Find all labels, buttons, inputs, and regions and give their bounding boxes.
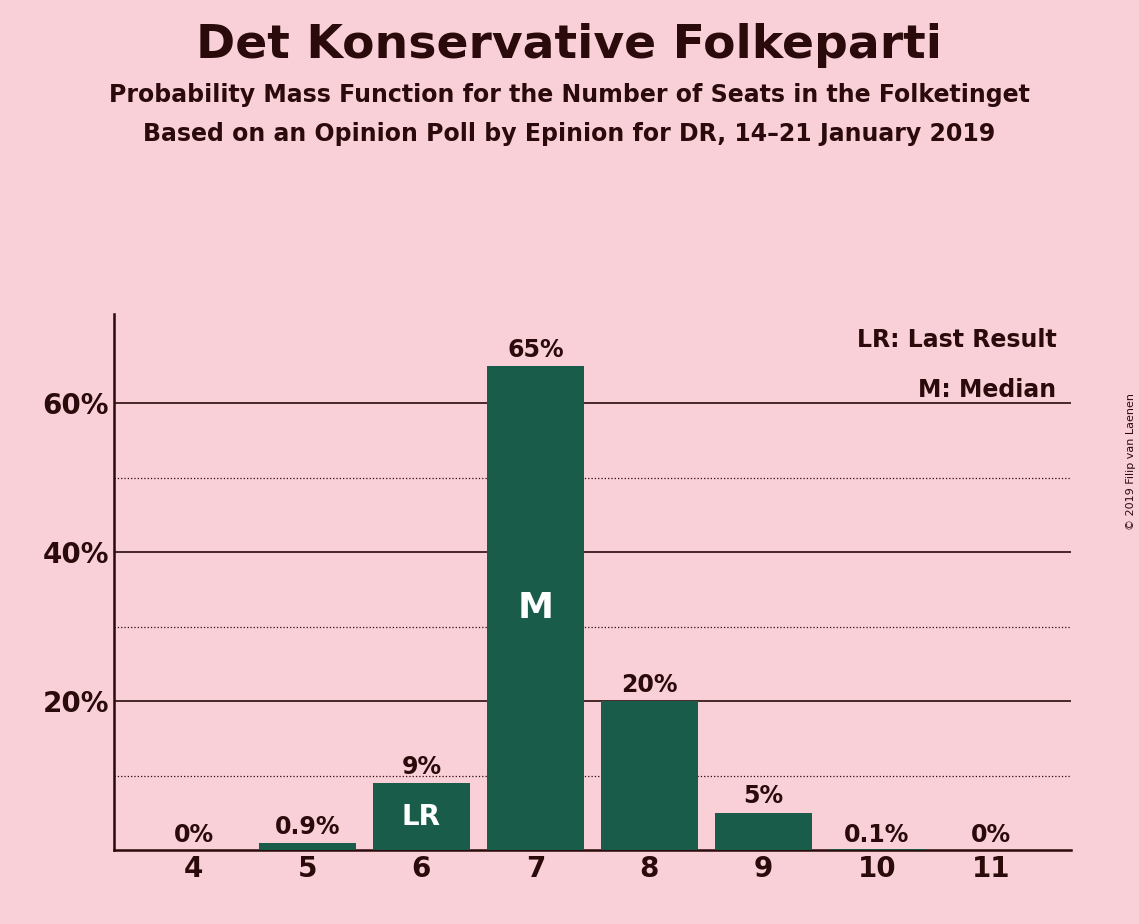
Text: © 2019 Filip van Laenen: © 2019 Filip van Laenen	[1125, 394, 1136, 530]
Text: Based on an Opinion Poll by Epinion for DR, 14–21 January 2019: Based on an Opinion Poll by Epinion for …	[144, 122, 995, 146]
Text: M: M	[517, 591, 554, 626]
Text: 5%: 5%	[743, 784, 784, 808]
Bar	[715, 813, 811, 850]
Bar	[487, 366, 583, 850]
Bar	[601, 701, 697, 850]
Text: M: Median: M: Median	[918, 379, 1056, 403]
Text: 9%: 9%	[401, 755, 442, 779]
Text: 0.9%: 0.9%	[274, 815, 341, 839]
Text: 0%: 0%	[173, 823, 214, 847]
Text: 0%: 0%	[970, 823, 1011, 847]
Text: 20%: 20%	[621, 673, 678, 697]
Bar	[374, 784, 469, 850]
Bar	[260, 844, 355, 850]
Text: 65%: 65%	[507, 338, 564, 362]
Text: Probability Mass Function for the Number of Seats in the Folketinget: Probability Mass Function for the Number…	[109, 83, 1030, 107]
Text: 0.1%: 0.1%	[844, 823, 910, 847]
Text: LR: LR	[402, 803, 441, 831]
Text: LR: Last Result: LR: Last Result	[857, 328, 1056, 351]
Text: Det Konservative Folkeparti: Det Konservative Folkeparti	[197, 23, 942, 68]
